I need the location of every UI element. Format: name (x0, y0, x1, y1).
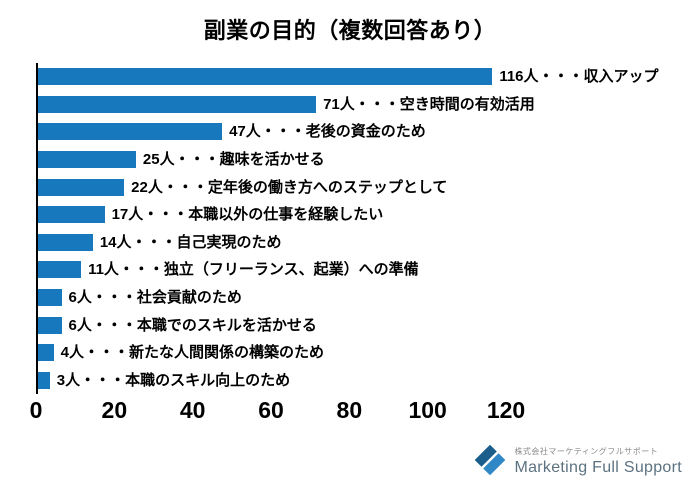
x-tick-label: 20 (101, 397, 128, 424)
logo-shape-light (483, 453, 506, 476)
bar (38, 261, 82, 279)
bar-row: 11人・・・独立（フリーランス、起業）への準備 (38, 256, 508, 284)
bar (38, 316, 62, 334)
bar-row: 6人・・・本職でのスキルを活かせる (38, 311, 508, 339)
bar-row: 116人・・・収入アップ (38, 63, 659, 91)
bar (38, 289, 62, 307)
bar (38, 123, 223, 141)
bar (38, 151, 136, 169)
logo-text: 株式会社マーケティングフルサポート Marketing Full Support (514, 446, 682, 477)
x-tick-label: 0 (29, 397, 43, 424)
x-tick-label: 40 (179, 397, 206, 424)
logo-icon (475, 444, 506, 476)
x-axis: 0 20 40 60 80 100 120 (30, 397, 526, 433)
company-name-jp: 株式会社マーケティングフルサポート (514, 447, 659, 456)
bar-label: 3人・・・本職のスキル向上のため (56, 371, 291, 389)
plot-area: 116人・・・収入アップ 71人・・・空き時間の有効活用 47人・・・老後の資金のた… (36, 63, 659, 395)
bar-label: 6人・・・本職でのスキルを活かせる (68, 316, 317, 334)
logo-shape-dark (475, 444, 498, 467)
bar-row: 17人・・・本職以外の仕事を経験したい (38, 201, 508, 229)
bar-label: 11人・・・独立（フリーランス、起業）への準備 (88, 261, 419, 279)
bar-row: 3人・・・本職のスキル向上のため (38, 367, 508, 395)
bar-row: 4人・・・新たな人間関係の構築のため (38, 339, 508, 367)
bar-label: 22人・・・定年後の働き方へのステップとして (131, 178, 448, 196)
bar-label: 47人・・・老後の資金のため (229, 123, 426, 141)
bar-label: 6人・・・社会貢献のため (68, 289, 242, 307)
x-tick-label: 100 (408, 397, 447, 424)
bar (38, 233, 93, 251)
bar-label: 14人・・・自己実現のため (99, 233, 282, 251)
bar-row: 14人・・・自己実現のため (38, 229, 508, 257)
x-tick-label: 120 (486, 397, 526, 424)
x-tick-label: 60 (258, 397, 284, 424)
x-tick-label: 80 (336, 397, 363, 424)
bar-row: 22人・・・定年後の働き方へのステップとして (38, 173, 508, 201)
chart-area: 116人・・・収入アップ 71人・・・空き時間の有効活用 47人・・・老後の資金のた… (30, 63, 659, 433)
bar-label: 71人・・・空き時間の有効活用 (323, 95, 535, 113)
company-logo: 株式会社マーケティングフルサポート Marketing Full Support (473, 443, 682, 477)
page-title: 副業の目的（複数回答あり） (203, 18, 497, 43)
bar-row: 6人・・・社会貢献のため (38, 284, 508, 312)
bar (38, 95, 317, 113)
bar (38, 206, 105, 224)
bar-row: 71人・・・空き時間の有効活用 (38, 91, 535, 119)
bar (38, 371, 50, 389)
bar-label: 116人・・・収入アップ (499, 68, 659, 86)
bar-label: 25人・・・趣味を活かせる (142, 151, 325, 169)
bar (38, 344, 54, 362)
bar (38, 68, 493, 86)
company-name-en: Marketing Full Support (514, 459, 682, 476)
bar-label: 17人・・・本職以外の仕事を経験したい (111, 206, 384, 224)
bar-label: 4人・・・新たな人間関係の構築のため (60, 344, 325, 362)
bar (38, 178, 125, 196)
bar-row: 25人・・・趣味を活かせる (38, 146, 508, 174)
bar-row: 47人・・・老後の資金のため (38, 118, 508, 146)
